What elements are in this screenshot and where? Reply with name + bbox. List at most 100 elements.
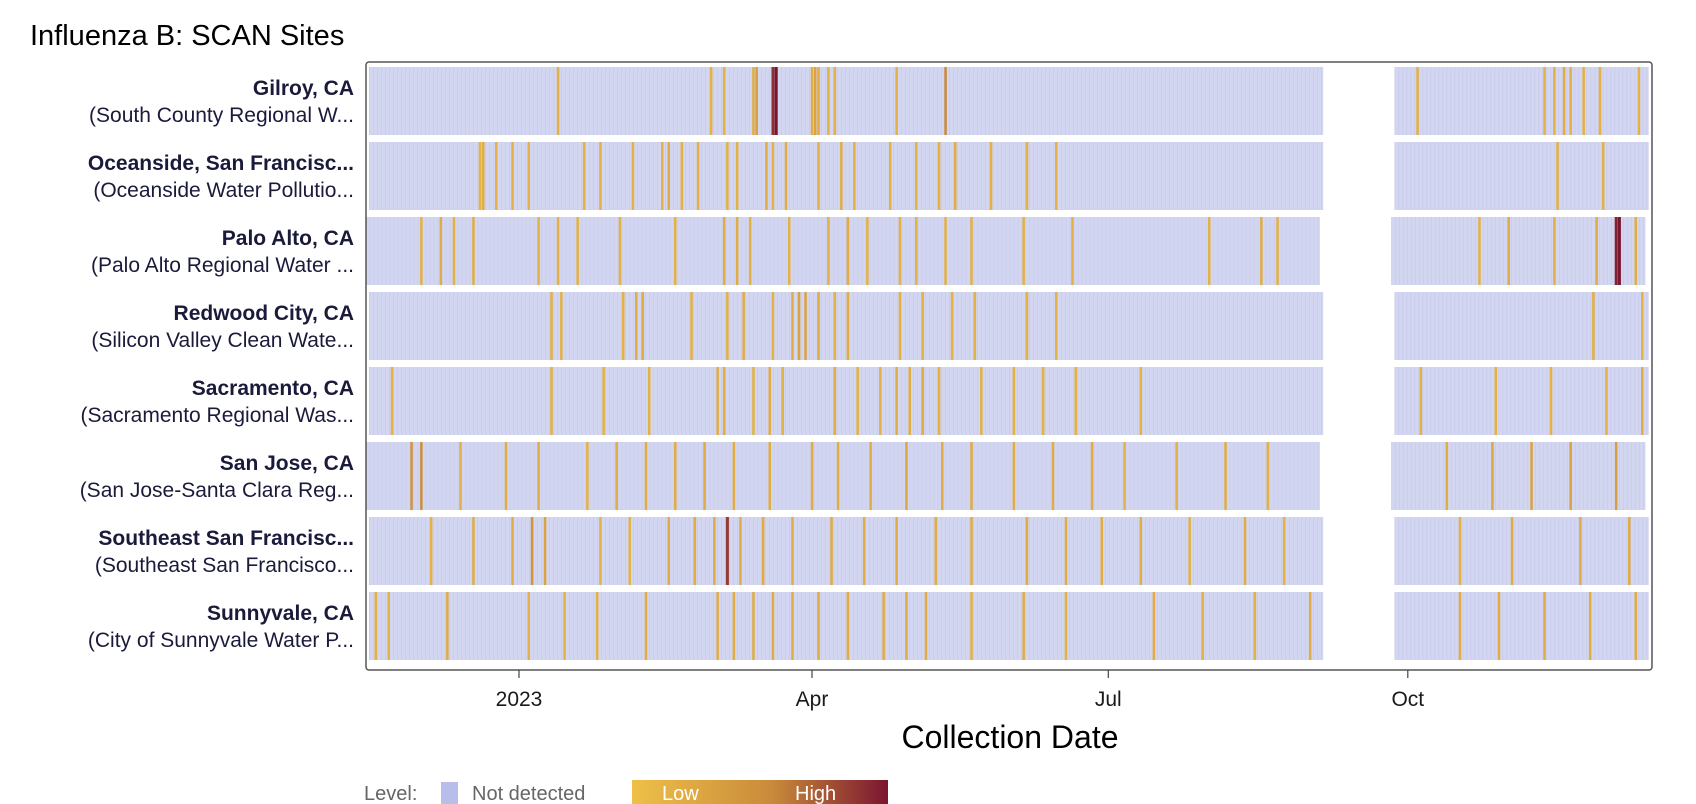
detection-bar: [1579, 517, 1582, 585]
detection-bar: [693, 517, 697, 585]
detection-bar: [748, 217, 752, 285]
detection-bar: [1188, 517, 1191, 585]
detection-bar: [1582, 67, 1585, 135]
site-facility-label: (San Jose-Santa Clara Reg...: [80, 479, 354, 502]
detection-bar: [1491, 442, 1494, 510]
detection-bar: [478, 142, 482, 210]
row-background-segment: [1391, 442, 1646, 510]
detection-bar: [944, 67, 947, 135]
detection-bar: [1025, 292, 1029, 360]
detection-bar: [752, 592, 755, 660]
detection-bar: [1637, 67, 1641, 135]
detection-bar: [511, 142, 514, 210]
site-name-label: Palo Alto, CA: [222, 227, 354, 250]
site-name-label: Oceanside, San Francisc...: [88, 152, 354, 175]
detection-bar: [817, 592, 820, 660]
row-background-segment: [369, 592, 1324, 660]
detection-bar: [771, 67, 775, 135]
detection-bar: [915, 142, 918, 210]
detection-bar: [810, 67, 814, 135]
detection-bar: [1224, 442, 1227, 510]
detection-bar: [374, 592, 377, 660]
detection-bar: [1543, 592, 1546, 660]
detection-bar: [1175, 442, 1178, 510]
detection-bar: [1634, 217, 1637, 285]
detection-bar: [1628, 517, 1631, 585]
detection-bar: [836, 442, 840, 510]
detection-bar: [950, 292, 954, 360]
detection-bar: [599, 142, 602, 210]
x-axis-label: Collection Date: [902, 719, 1119, 755]
detection-bar: [1419, 367, 1423, 435]
detection-bar: [1530, 442, 1533, 510]
detection-bar: [511, 517, 514, 585]
detection-bar: [1595, 217, 1598, 285]
detection-bar: [846, 217, 850, 285]
detection-bar: [1152, 592, 1156, 660]
detection-bar: [921, 367, 924, 435]
detection-bar: [784, 142, 788, 210]
detection-bar: [788, 217, 791, 285]
detection-bar: [830, 517, 833, 585]
detection-bar: [1569, 67, 1572, 135]
detection-bar: [1064, 592, 1068, 660]
detection-bar: [1588, 592, 1592, 660]
site-facility-label: (Oceanside Water Pollutio...: [93, 179, 354, 202]
row-background-segment: [1394, 67, 1649, 135]
detection-bar: [853, 142, 856, 210]
detection-bar: [709, 67, 713, 135]
detection-bar: [618, 217, 622, 285]
detection-bar: [866, 217, 869, 285]
detection-bar: [732, 442, 736, 510]
detection-bar: [937, 142, 941, 210]
detection-bar: [774, 67, 778, 135]
detection-bar: [1201, 592, 1204, 660]
detection-bar: [944, 217, 947, 285]
detection-bar: [1012, 367, 1016, 435]
detection-bar: [696, 142, 700, 210]
detection-bar: [482, 142, 485, 210]
detection-bar: [586, 442, 589, 510]
detection-bar: [459, 442, 462, 510]
detection-bar: [879, 367, 882, 435]
detection-bar: [582, 142, 586, 210]
detection-bar: [735, 217, 739, 285]
detection-bar: [1507, 217, 1510, 285]
row-background-segment: [1394, 592, 1649, 660]
detection-bar: [895, 67, 898, 135]
plot-frame: [365, 61, 1653, 671]
heatmap-row: [368, 142, 1649, 210]
detection-bar: [797, 292, 801, 360]
detection-bar: [602, 367, 605, 435]
detection-bar: [1497, 592, 1501, 660]
detection-bar: [768, 442, 771, 510]
detection-bar: [622, 292, 625, 360]
heatmap-row: [368, 67, 1649, 135]
detection-bar: [869, 442, 872, 510]
detection-bar: [648, 367, 651, 435]
detection-bar: [644, 592, 648, 660]
detection-bar: [732, 592, 736, 660]
detection-bar: [768, 367, 771, 435]
detection-bar: [846, 292, 850, 360]
detection-bar: [846, 592, 850, 660]
detection-bar: [722, 367, 726, 435]
detection-bar: [739, 517, 742, 585]
detection-bar: [827, 217, 830, 285]
detection-bar: [888, 142, 892, 210]
detection-bar: [530, 517, 534, 585]
detection-bar: [1510, 517, 1514, 585]
detection-bar: [1641, 292, 1644, 360]
detection-bar: [905, 442, 908, 510]
detection-bar: [1041, 367, 1045, 435]
detection-bar: [1445, 442, 1449, 510]
detection-bar: [1569, 442, 1572, 510]
detection-bar: [1208, 217, 1211, 285]
detection-bar: [989, 142, 993, 210]
detection-bar: [1266, 442, 1270, 510]
detection-bar: [941, 442, 944, 510]
detection-bar: [970, 517, 973, 585]
detection-bar: [755, 67, 758, 135]
detection-bar: [954, 142, 957, 210]
site-name-label: Sunnyvale, CA: [207, 602, 354, 625]
